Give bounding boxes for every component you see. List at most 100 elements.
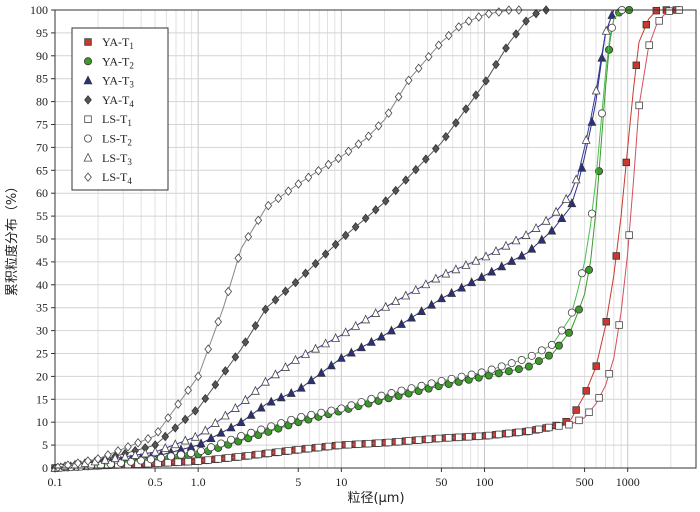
y-tick-label: 95 <box>36 26 48 40</box>
data-point <box>361 314 371 324</box>
data-point <box>492 59 500 70</box>
data-point <box>597 109 606 118</box>
data-point <box>522 16 530 26</box>
data-point <box>511 235 521 245</box>
data-point <box>367 394 376 403</box>
data-point <box>587 209 596 218</box>
legend-box <box>71 27 169 191</box>
legend-label: LS-T4 <box>102 170 132 186</box>
data-point <box>475 432 483 440</box>
data-point <box>184 457 192 466</box>
data-point <box>442 131 450 142</box>
data-point <box>357 398 366 407</box>
data-point <box>564 328 573 337</box>
data-point <box>244 452 252 460</box>
data-point <box>487 266 497 276</box>
legend-label: YA-T1 <box>102 35 134 51</box>
y-tick-label: 5 <box>42 438 48 452</box>
data-point <box>240 394 250 404</box>
data-point <box>471 255 481 265</box>
data-point <box>467 370 476 379</box>
data-point <box>494 369 503 378</box>
data-point <box>602 318 610 326</box>
data-point <box>190 431 200 441</box>
legend-marker <box>84 57 93 66</box>
data-point <box>170 439 180 449</box>
data-point <box>171 423 180 433</box>
data-point <box>581 134 591 144</box>
data-point <box>336 352 346 362</box>
data-point <box>291 277 300 288</box>
data-point <box>377 391 386 400</box>
data-point <box>532 8 540 19</box>
data-point <box>297 412 306 421</box>
data-point <box>501 240 511 250</box>
data-point <box>211 379 220 390</box>
data-point <box>261 304 270 315</box>
data-point <box>534 357 543 366</box>
y-tick-label: 15 <box>36 392 48 406</box>
data-point <box>431 273 441 283</box>
data-point <box>237 431 246 440</box>
data-point <box>204 456 212 464</box>
data-point <box>554 341 563 350</box>
data-point <box>555 422 563 430</box>
data-point <box>535 425 543 434</box>
data-point <box>324 442 333 451</box>
data-point <box>612 252 620 260</box>
data-point <box>434 40 443 50</box>
data-point <box>254 450 263 459</box>
data-point <box>414 63 423 74</box>
series-ls-t2 <box>54 6 628 472</box>
data-point <box>467 277 477 287</box>
data-point <box>394 437 403 446</box>
data-point <box>444 30 453 41</box>
series-line <box>54 9 639 469</box>
data-point <box>567 198 577 208</box>
series-ls-t3 <box>50 9 615 472</box>
data-point <box>274 448 283 456</box>
data-point <box>477 271 487 281</box>
series-ls-t4 <box>54 5 528 473</box>
data-point <box>210 417 220 427</box>
data-point <box>421 279 431 289</box>
data-point <box>437 293 447 303</box>
data-point <box>482 76 490 86</box>
data-point <box>100 454 110 464</box>
data-point <box>174 399 182 409</box>
data-point <box>391 296 401 306</box>
data-point <box>411 164 420 175</box>
data-point <box>507 255 517 265</box>
data-point <box>231 352 240 362</box>
data-point <box>571 174 581 184</box>
data-point <box>346 347 356 357</box>
data-point <box>447 287 457 297</box>
y-tick-label: 50 <box>36 232 48 246</box>
data-point <box>437 376 446 385</box>
data-point <box>625 231 633 239</box>
data-point <box>331 239 340 250</box>
data-point <box>515 428 523 436</box>
data-point <box>374 121 383 131</box>
y-axis-title: 累积粒度分布（%） <box>4 180 20 296</box>
series-ls-t1 <box>54 6 688 472</box>
data-point <box>321 249 330 259</box>
data-point <box>427 299 436 309</box>
data-point <box>487 365 496 374</box>
tick-labels: 0 5 10 15 20 25 30 35 40 45 50 55 60 65 70 75 80 85 90 95 10… <box>30 3 640 489</box>
data-point <box>457 372 466 381</box>
y-tick-label: 90 <box>36 49 48 63</box>
data-point <box>324 159 333 170</box>
y-tick-label: 65 <box>36 163 48 177</box>
data-point <box>351 320 361 330</box>
data-point <box>224 286 233 297</box>
data-point <box>74 458 82 468</box>
data-point <box>267 422 276 431</box>
data-point <box>204 344 213 354</box>
data-point <box>417 306 426 316</box>
data-point <box>327 406 336 415</box>
data-point <box>557 213 567 223</box>
data-point <box>341 327 351 337</box>
data-point <box>622 158 630 167</box>
legend-label: YA-T4 <box>102 93 134 109</box>
